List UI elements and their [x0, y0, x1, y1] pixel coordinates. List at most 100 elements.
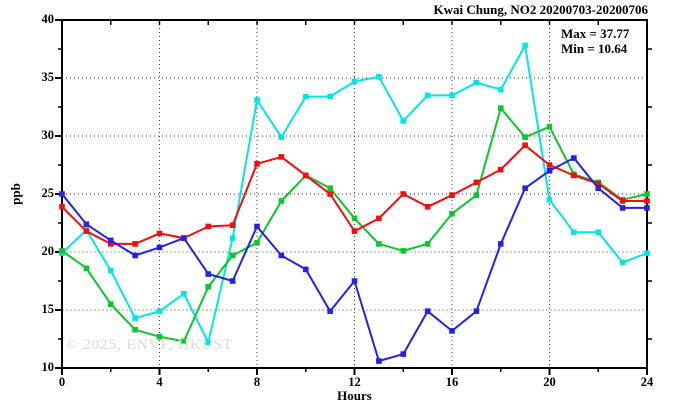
green-line-marker	[59, 248, 65, 254]
x-tick-label: 20	[543, 375, 556, 389]
green-line-marker	[205, 284, 212, 290]
cyan-line-marker	[571, 229, 577, 236]
cyan-line-marker	[644, 250, 650, 256]
green-line-marker	[83, 265, 90, 272]
cyan-line-marker	[522, 42, 528, 49]
blue-line-marker	[205, 271, 212, 277]
cyan-line-marker	[107, 267, 114, 274]
y-tick-label: 15	[41, 302, 55, 316]
cyan-line-marker	[497, 86, 504, 93]
blue-line-marker	[546, 168, 553, 174]
red-line-marker	[327, 191, 333, 197]
y-tick-label: 35	[41, 70, 55, 84]
blue-line-marker	[351, 278, 358, 284]
green-line-marker	[229, 252, 236, 259]
cyan-line-marker	[619, 259, 626, 266]
red-line-marker	[449, 192, 455, 198]
green-line-marker	[546, 123, 553, 130]
x-tick-label: 8	[253, 375, 261, 389]
red-line-marker	[571, 172, 577, 179]
blue-line-marker	[254, 223, 260, 230]
red-line-marker	[546, 162, 553, 168]
blue-line-marker	[302, 266, 309, 273]
blue-line-marker	[400, 351, 407, 357]
cyan-line-marker	[400, 118, 407, 124]
green-line-marker	[107, 301, 114, 307]
x-tick-label: 16	[445, 375, 459, 389]
watermark: © 2025, ENVF, HKUST	[66, 337, 234, 353]
green-line-marker	[327, 185, 333, 191]
cyan-line-marker	[376, 74, 382, 80]
red-line-marker	[497, 166, 504, 173]
green-line-marker	[132, 326, 138, 333]
blue-line-marker	[132, 252, 138, 259]
green-line-marker	[351, 215, 358, 222]
blue-line-marker	[424, 308, 431, 314]
blue-line-marker	[619, 205, 626, 211]
cyan-line-marker	[351, 78, 358, 85]
chart-title: Kwai Chung, NO2 20200703-20200706	[433, 2, 648, 17]
y-tick-label: 20	[41, 244, 55, 258]
y-tick-label: 10	[41, 360, 55, 374]
cyan-line-marker	[254, 97, 260, 103]
red-line-marker	[473, 179, 480, 186]
green-line-marker	[644, 191, 650, 197]
blue-line-marker	[181, 235, 187, 241]
red-line-marker	[132, 241, 138, 247]
cyan-line-marker	[424, 92, 431, 99]
red-line-marker	[424, 203, 431, 210]
green-line-marker	[424, 241, 431, 247]
blue-line-marker	[497, 241, 504, 247]
green-line-marker	[278, 198, 285, 204]
cyan-line-marker	[205, 339, 212, 346]
cyan-line-marker	[181, 290, 187, 297]
green-line-marker	[473, 192, 480, 198]
blue-line-marker	[376, 358, 382, 364]
y-tick-label: 30	[41, 128, 55, 142]
red-line-marker	[107, 241, 114, 247]
blue-line-marker	[229, 278, 236, 284]
max-min-annotation: Max = 37.77 Min = 10.64	[561, 26, 629, 56]
x-tick-label: 4	[156, 375, 163, 389]
green-line-marker	[497, 105, 504, 111]
min-value-label: Min = 10.64	[561, 41, 628, 56]
x-axis-title: Hours	[337, 388, 372, 403]
red-line-marker	[522, 142, 528, 149]
red-line-marker	[278, 154, 285, 160]
y-tick-label: 40	[41, 12, 55, 26]
cyan-line-marker	[595, 229, 602, 236]
cyan-line-marker	[278, 134, 285, 140]
green-line-marker	[400, 248, 407, 254]
red-line-marker	[595, 180, 602, 187]
green-line-marker	[449, 210, 455, 217]
red-line-marker	[619, 198, 626, 204]
cyan-line-marker	[132, 315, 138, 321]
red-line-marker	[400, 191, 407, 197]
red-line-marker	[302, 172, 309, 179]
blue-line-marker	[522, 185, 528, 191]
cyan-line-marker	[229, 235, 236, 241]
cyan-line-marker	[546, 197, 553, 203]
red-line-marker	[644, 198, 650, 204]
red-line-marker	[254, 161, 260, 167]
green-line-marker	[522, 134, 528, 140]
green-line-marker	[376, 241, 382, 247]
red-line-marker	[205, 223, 212, 230]
red-line-marker	[156, 230, 163, 237]
cyan-line-marker	[327, 93, 333, 100]
y-tick-label: 25	[41, 186, 55, 200]
blue-line-marker	[571, 155, 577, 161]
red-line-marker	[83, 228, 90, 234]
blue-line-marker	[83, 221, 90, 227]
red-line-marker	[59, 203, 65, 210]
cyan-line-marker	[302, 93, 309, 100]
cyan-line-marker	[449, 92, 455, 99]
blue-line-marker	[449, 328, 455, 334]
blue-line-marker	[473, 308, 480, 314]
blue-line-marker	[595, 185, 602, 191]
red-line-marker	[376, 215, 382, 222]
cyan-line-marker	[473, 79, 480, 86]
blue-line-marker	[327, 308, 333, 314]
